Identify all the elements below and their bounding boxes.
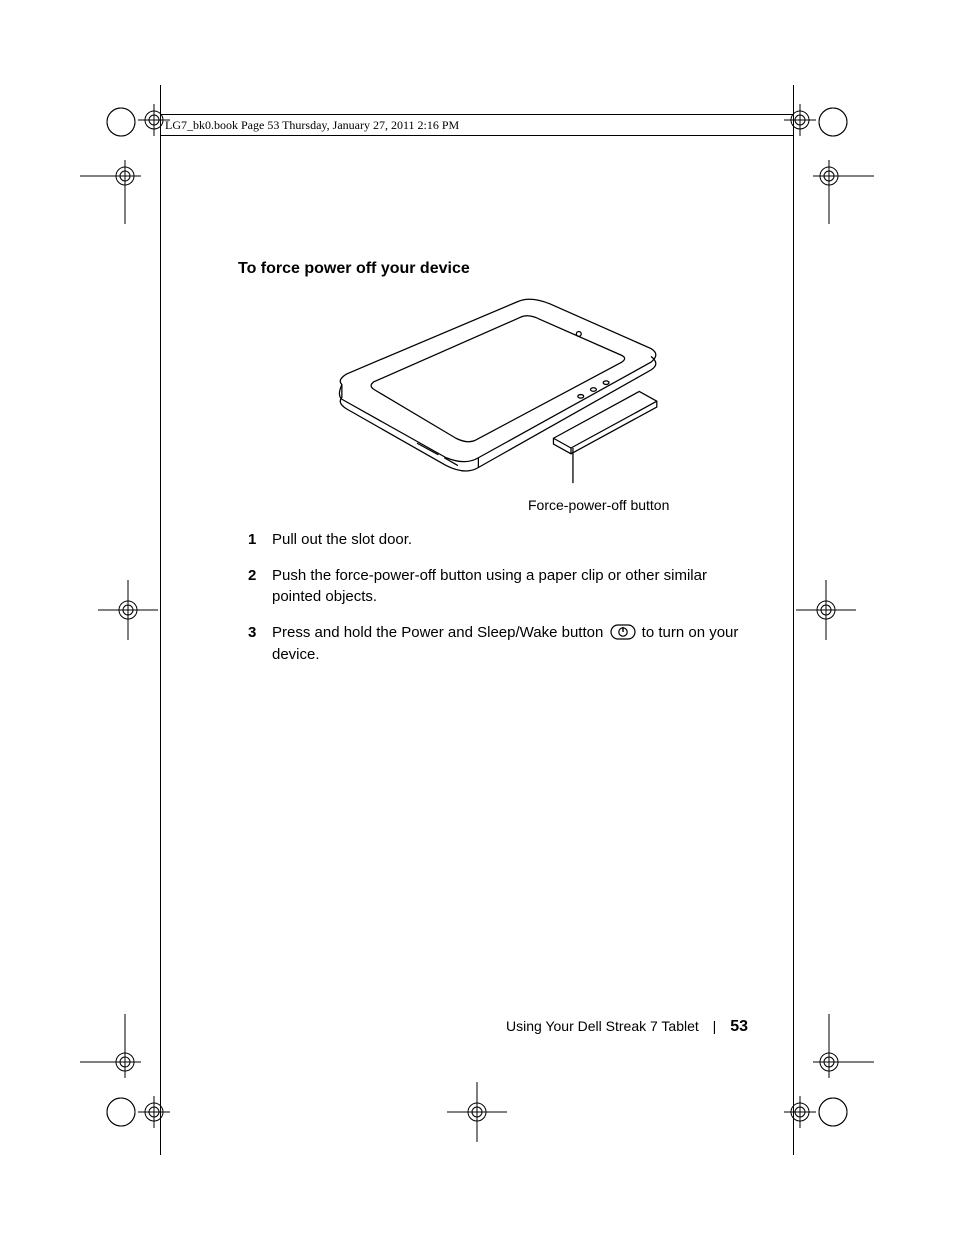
crop-mark-icon — [96, 1072, 176, 1152]
crop-mark-icon — [778, 1072, 858, 1152]
step-text-pre: Press and hold the Power and Sleep/Wake … — [272, 624, 608, 641]
crop-mark-icon — [96, 90, 176, 170]
steps-list: Pull out the slot door. Push the force-p… — [238, 529, 748, 666]
header-rule-bottom — [160, 135, 794, 136]
step-item: Press and hold the Power and Sleep/Wake … — [238, 622, 748, 666]
crop-rule-left — [160, 85, 161, 1155]
step-item: Pull out the slot door. — [238, 529, 748, 551]
page-footer: Using Your Dell Streak 7 Tablet | 53 — [506, 1018, 748, 1036]
crop-mark-icon — [804, 148, 884, 228]
page-number: 53 — [730, 1018, 748, 1035]
figure-caption: Force-power-off button — [528, 497, 748, 513]
crop-mark-icon — [804, 1010, 884, 1090]
tablet-illustration — [298, 292, 688, 497]
footer-separator: | — [713, 1018, 717, 1034]
step-text: Pull out the slot door. — [272, 531, 412, 548]
section-heading: To force power off your device — [238, 260, 748, 278]
crop-mark-icon — [437, 1072, 517, 1152]
page-content: To force power off your device — [238, 260, 748, 680]
running-header: LG7_bk0.book Page 53 Thursday, January 2… — [165, 118, 459, 135]
crop-rule-right — [793, 85, 794, 1155]
manual-page: LG7_bk0.book Page 53 Thursday, January 2… — [0, 0, 954, 1235]
crop-mark-icon — [70, 1010, 150, 1090]
crop-mark-icon — [786, 570, 866, 650]
crop-mark-icon — [778, 90, 858, 170]
crop-mark-icon — [70, 148, 150, 228]
power-button-icon — [610, 624, 636, 640]
crop-mark-icon — [88, 570, 168, 650]
step-text: Push the force-power-off button using a … — [272, 567, 707, 606]
footer-chapter: Using Your Dell Streak 7 Tablet — [506, 1018, 699, 1034]
header-rule-top — [160, 114, 794, 115]
step-item: Push the force-power-off button using a … — [238, 565, 748, 609]
